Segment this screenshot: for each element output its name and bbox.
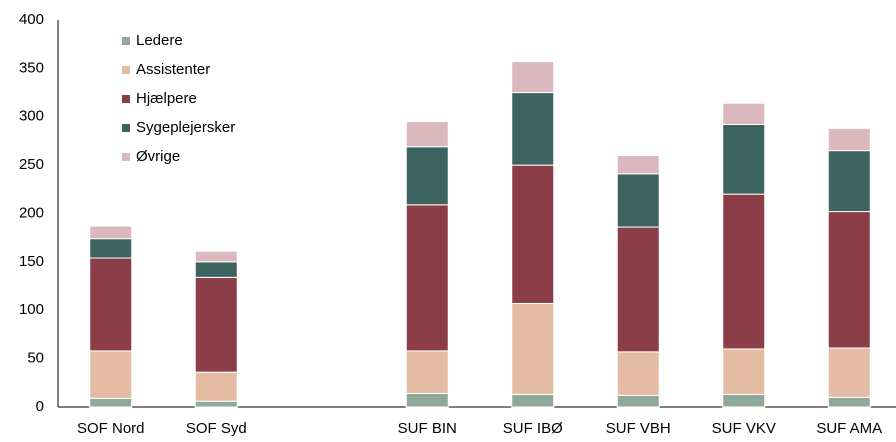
bar-segment (616, 351, 660, 396)
bar-segment (722, 393, 766, 408)
bar-segment (722, 123, 766, 195)
bar-segment (511, 164, 555, 304)
bar-segment (405, 146, 449, 206)
bar-segment (405, 204, 449, 352)
y-tick-label: 300 (19, 108, 44, 125)
bar-segment (405, 350, 449, 394)
bar-segment (511, 302, 555, 395)
y-tick-label: 150 (19, 253, 44, 270)
legend-label: Ledere (136, 32, 183, 49)
bar-segment (194, 261, 238, 278)
bar-segment (194, 400, 238, 408)
bar-segment (722, 102, 766, 125)
x-tick-label: SUF VKV (712, 420, 776, 437)
bar-segment (511, 393, 555, 408)
bar-segment (827, 150, 871, 213)
bar-segment (194, 276, 238, 373)
bar-segment (827, 211, 871, 349)
bar-segment (194, 250, 238, 263)
bar-segment (511, 92, 555, 166)
bar-segment (616, 173, 660, 228)
legend-swatch (122, 95, 130, 103)
x-tick-label: SUF IBØ (503, 420, 563, 437)
y-tick-label: 200 (19, 204, 44, 221)
bar-segment (194, 371, 238, 402)
y-tick-label: 350 (19, 59, 44, 76)
bar-segment (722, 348, 766, 395)
x-tick-label: SUF AMA (816, 420, 882, 437)
bar-segment (89, 225, 133, 240)
x-tick-label: SUF BIN (398, 420, 457, 437)
bar-segment (89, 350, 133, 399)
legend-swatch (122, 153, 130, 161)
legend-label: Sygeplejersker (136, 119, 235, 136)
legend-swatch (122, 37, 130, 45)
y-tick-label: 50 (27, 350, 44, 367)
x-tick-label: SOF Syd (186, 420, 247, 437)
y-tick-label: 400 (19, 11, 44, 28)
bar-segment (616, 394, 660, 408)
legend-label: Øvrige (136, 148, 180, 165)
legend-swatch (122, 124, 130, 132)
legend-label: Hjælpere (136, 90, 197, 107)
bar-segment (89, 257, 133, 352)
bar-segment (616, 226, 660, 353)
x-tick-label: SUF VBH (606, 420, 671, 437)
bar-segment (405, 392, 449, 408)
bar-segment (405, 121, 449, 148)
bar-segment (722, 193, 766, 350)
bar-segment (616, 154, 660, 175)
y-tick-label: 250 (19, 156, 44, 173)
y-tick-label: 100 (19, 301, 44, 318)
bar-segment (89, 238, 133, 259)
y-tick-label: 0 (36, 398, 44, 415)
bar-segment (511, 61, 555, 94)
bar-segment (89, 397, 133, 408)
x-tick-label: SOF Nord (77, 420, 145, 437)
bar-segment (827, 396, 871, 408)
bar-segment (827, 347, 871, 398)
legend-label: Assistenter (136, 61, 210, 78)
legend-swatch (122, 66, 130, 74)
bar-segment (827, 127, 871, 152)
